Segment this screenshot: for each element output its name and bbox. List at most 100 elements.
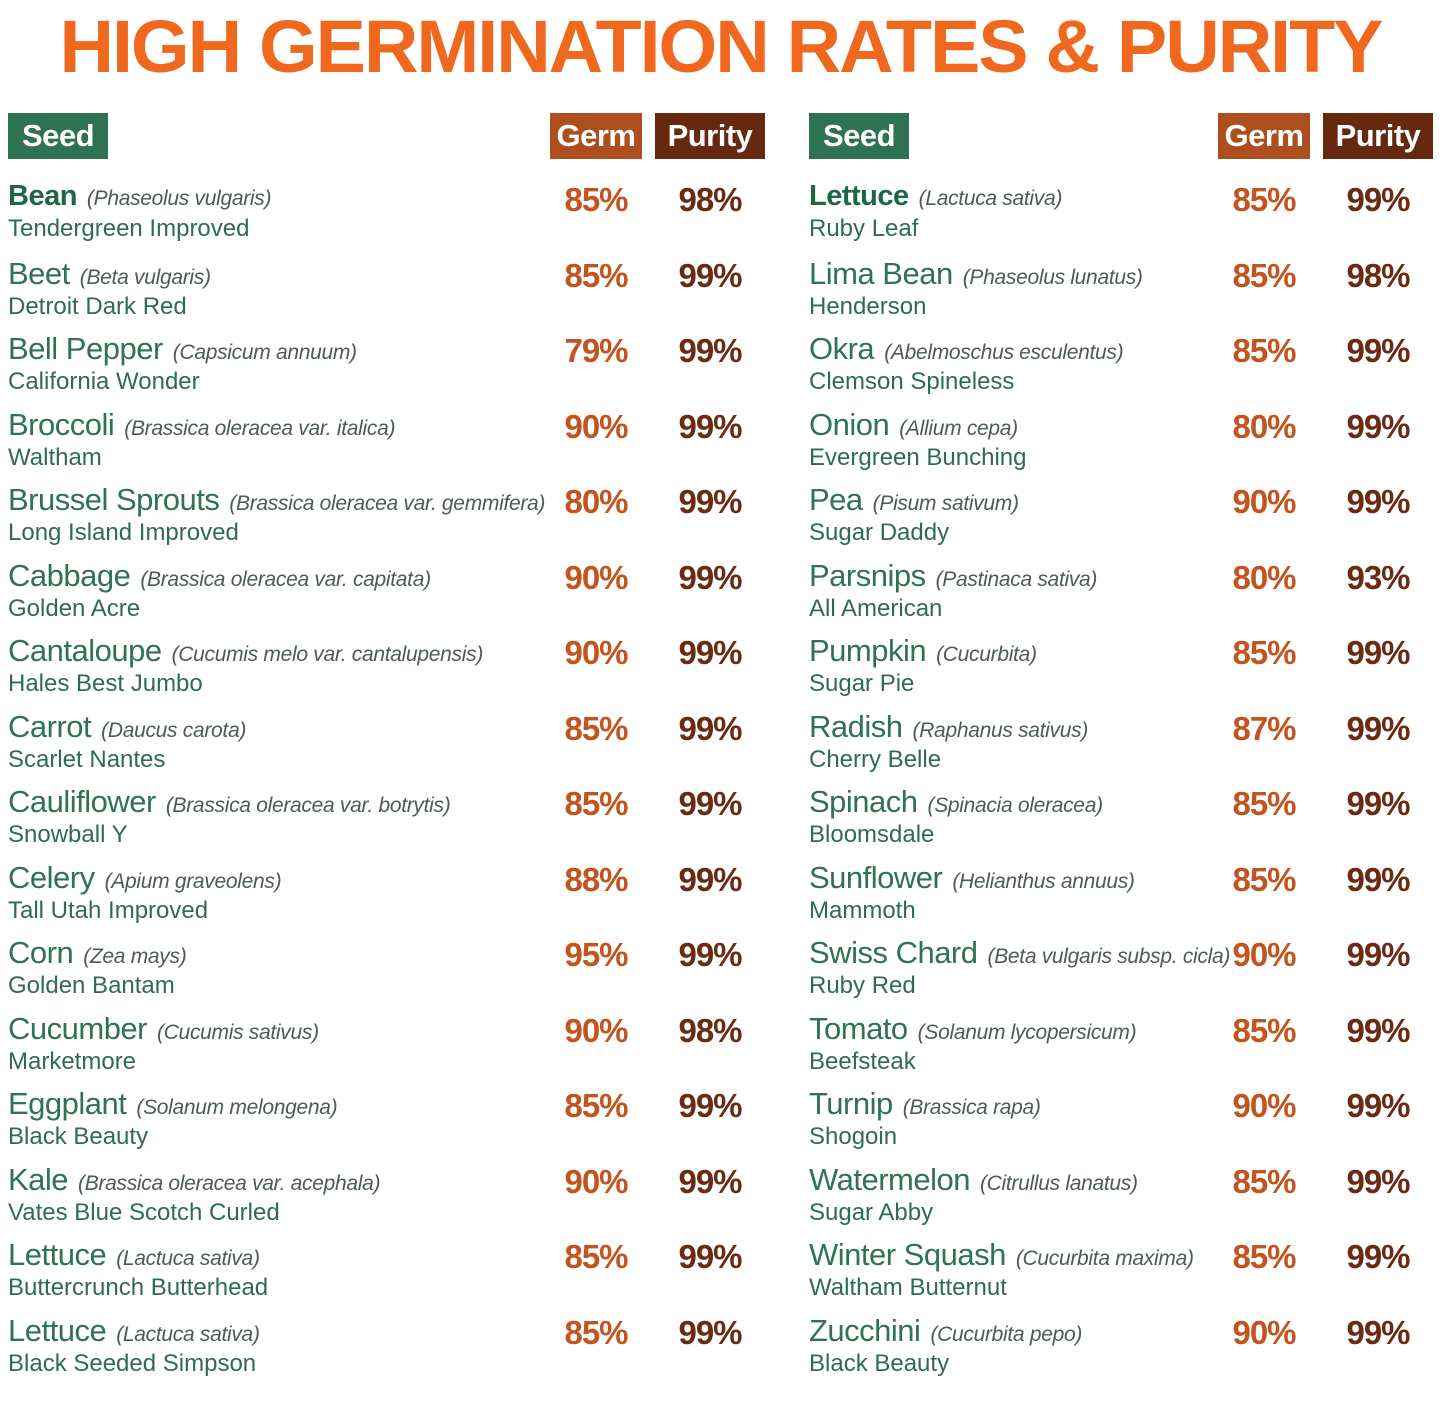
scientific-name: (Phaseolus vulgaris): [86, 187, 272, 210]
purity-value: 99%: [678, 785, 742, 822]
table-row: Cantaloupe (Cucumis melo var. cantalupens…: [8, 634, 765, 710]
variety-name: Detroit Dark Red: [8, 292, 187, 320]
seed-cell: Eggplant (Solanum melongena) Black Beauty: [8, 1087, 537, 1151]
table-row: Lettuce (Lactuca sativa) Buttercrunch But…: [8, 1238, 765, 1314]
seed-column-header: Seed: [8, 113, 109, 159]
seed-name-line: Tomato (Solanum lycopersicum): [809, 1010, 1205, 1046]
scientific-name: (Allium cepa): [899, 416, 1018, 440]
table-row: Turnip (Brassica rapa) Shogoin 90% 99%: [809, 1087, 1433, 1163]
seed-name: Bell Pepper: [8, 331, 163, 366]
seed-cell: Spinach (Spinacia oleracea) Bloomsdale: [809, 785, 1205, 849]
germ-value: 85%: [1232, 1162, 1296, 1200]
table-row: Celery (Apium graveolens) Tall Utah Impro…: [8, 859, 765, 937]
variety-name: Waltham: [8, 443, 102, 471]
purity-value: 99%: [1346, 1313, 1410, 1351]
seed-table-left: Seed Germ Purity Bean (Phaseolus vulgaris…: [8, 113, 765, 1389]
germ-value: 85%: [564, 1313, 628, 1351]
seed-name-line: Spinach (Spinacia oleracea): [809, 785, 1205, 818]
seed-name: Beet: [8, 255, 70, 291]
seed-name-line: Turnip (Brassica rapa): [809, 1087, 1205, 1120]
scientific-name: (Brassica rapa): [902, 1096, 1041, 1119]
purity-value: 99%: [1346, 332, 1410, 369]
seed-cell: Okra (Abelmoschus esculentus) Clemson Spi…: [809, 332, 1205, 396]
variety-name: Sugar Daddy: [809, 519, 950, 547]
scientific-name: (Lactuca sativa): [918, 187, 1063, 210]
table-row: Spinach (Spinacia oleracea) Bloomsdale 85…: [809, 785, 1433, 861]
seed-cell: Pea (Pisum sativum) Sugar Daddy: [809, 483, 1205, 547]
seed-cell: Kale (Brassica oleracea var. acephala) Va…: [8, 1162, 537, 1227]
variety-name: Ruby Red: [809, 972, 916, 1000]
scientific-name: (Cucumis melo var. cantalupensis): [171, 643, 484, 666]
variety-name: Black Seeded Simpson: [8, 1349, 257, 1377]
table-row: Corn (Zea mays) Golden Bantam 95% 99%: [8, 936, 765, 1012]
seed-name: Carrot: [8, 708, 92, 744]
seed-name-line: Cabbage (Brassica oleracea var. capitata): [8, 557, 537, 593]
purity-value: 99%: [678, 1162, 742, 1200]
table-row: Broccoli (Brassica oleracea var. italica)…: [8, 407, 765, 484]
seed-name: Bean: [8, 180, 77, 212]
germ-value: 90%: [1232, 483, 1296, 520]
variety-name: All American: [809, 594, 943, 622]
germ-value: 90%: [564, 1162, 628, 1200]
seed-name-line: Lettuce (Lactuca sativa): [809, 180, 1205, 212]
seed-cell: Bean (Phaseolus vulgaris) Tendergreen Imp…: [8, 180, 537, 243]
germ-value: 90%: [564, 634, 628, 671]
scientific-name: (Apium graveolens): [104, 869, 282, 893]
scientific-name: (Helianthus annuus): [952, 869, 1135, 893]
germ-value: 85%: [1232, 860, 1296, 898]
purity-value: 99%: [1346, 709, 1410, 747]
seed-name: Parsnips: [809, 557, 926, 593]
variety-name: Marketmore: [8, 1047, 137, 1075]
germ-value: 85%: [564, 1087, 628, 1124]
table-row: Cauliflower (Brassica oleracea var. botry…: [8, 785, 765, 861]
scientific-name: (Solanum lycopersicum): [917, 1020, 1137, 1044]
seed-cell: Zucchini (Cucurbita pepo) Black Beauty: [809, 1313, 1205, 1378]
germ-value: 85%: [564, 256, 628, 294]
scientific-name: (Brassica oleracea var. botrytis): [165, 794, 451, 817]
variety-name: Golden Acre: [8, 594, 141, 622]
seed-cell: Cauliflower (Brassica oleracea var. botry…: [8, 785, 537, 849]
seed-name: Tomato: [809, 1010, 908, 1046]
scientific-name: (Spinacia oleracea): [927, 794, 1104, 817]
germ-value: 90%: [1232, 936, 1296, 973]
seed-cell: Lettuce (Lactuca sativa) Ruby Leaf: [809, 180, 1205, 243]
seed-name-line: Okra (Abelmoschus esculentus): [809, 332, 1205, 365]
seed-name-line: Beet (Beta vulgaris): [8, 255, 537, 291]
purity-value: 98%: [678, 181, 742, 218]
seed-name: Pumpkin: [809, 633, 927, 668]
purity-column-header: Purity: [1323, 113, 1433, 159]
purity-value: 99%: [1346, 407, 1410, 445]
germ-value: 88%: [564, 860, 628, 898]
seed-name: Cabbage: [8, 557, 131, 593]
germ-value: 85%: [1232, 634, 1296, 671]
variety-name: Black Beauty: [8, 1123, 149, 1151]
purity-value: 99%: [1346, 1162, 1410, 1200]
purity-value: 99%: [678, 332, 742, 369]
variety-name: Shogoin: [809, 1123, 898, 1151]
variety-name: Waltham Butternut: [809, 1274, 1007, 1302]
seed-name: Celery: [8, 859, 95, 895]
table-row: Pumpkin (Cucurbita) Sugar Pie 85% 99%: [809, 634, 1433, 710]
variety-name: Bloomsdale: [809, 821, 935, 849]
variety-name: Cherry Belle: [809, 745, 942, 773]
variety-name: Ruby Leaf: [809, 215, 919, 243]
variety-name: Sugar Abby: [809, 1198, 934, 1226]
seed-name-line: Broccoli (Brassica oleracea var. italica): [8, 407, 537, 441]
table-row: Lima Bean (Phaseolus lunatus) Henderson 8…: [809, 256, 1433, 333]
seed-cell: Cucumber (Cucumis sativus) Marketmore: [8, 1011, 537, 1076]
table-row: Kale (Brassica oleracea var. acephala) Va…: [8, 1162, 765, 1239]
germ-value: 90%: [564, 1011, 628, 1049]
seed-name-line: Cantaloupe (Cucumis melo var. cantalupens…: [8, 634, 537, 667]
purity-value: 99%: [678, 558, 742, 596]
table-header: Seed Germ Purity: [809, 113, 1433, 159]
seed-name-line: Bean (Phaseolus vulgaris): [8, 180, 537, 212]
seed-cell: Cantaloupe (Cucumis melo var. cantalupens…: [8, 634, 537, 698]
seed-name-line: Eggplant (Solanum melongena): [8, 1087, 537, 1120]
seed-name-line: Winter Squash (Cucurbita maxima): [809, 1238, 1205, 1271]
variety-name: Tendergreen Improved: [8, 215, 250, 243]
purity-value: 99%: [678, 1087, 742, 1124]
purity-value: 99%: [678, 1313, 742, 1351]
seed-name-line: Kale (Brassica oleracea var. acephala): [8, 1162, 537, 1196]
purity-column-header: Purity: [655, 113, 765, 159]
table-row: Winter Squash (Cucurbita maxima) Waltham …: [809, 1238, 1433, 1314]
